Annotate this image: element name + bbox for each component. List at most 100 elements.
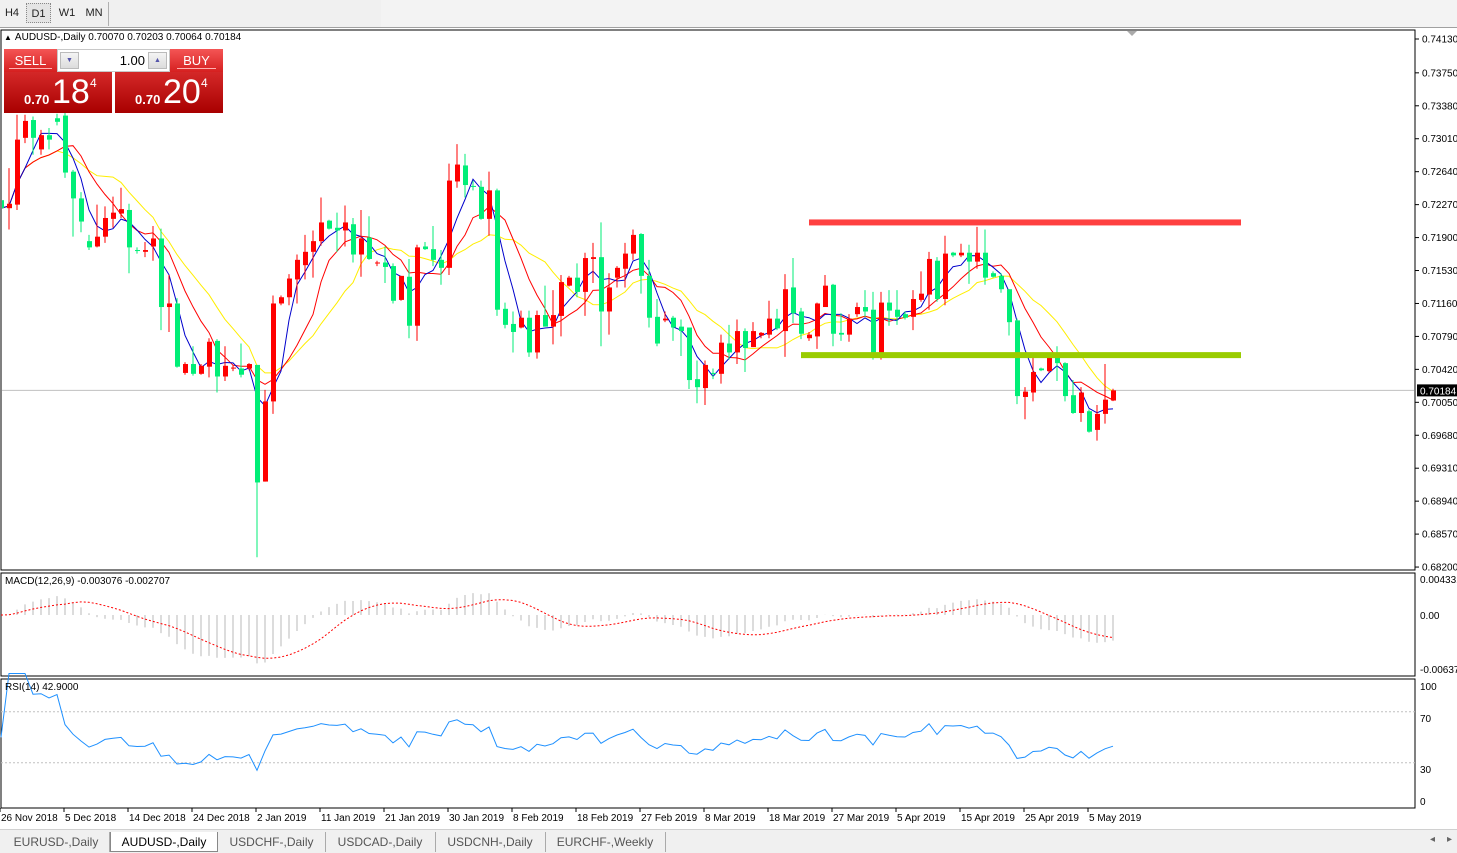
candle-body bbox=[607, 287, 612, 312]
candle-body bbox=[543, 315, 548, 327]
rsi-axis-label: 30 bbox=[1420, 765, 1432, 776]
candle-body bbox=[199, 365, 204, 374]
candle bbox=[719, 334, 724, 384]
lot-decrease-arrow-icon[interactable]: ▼ bbox=[60, 52, 79, 69]
scroll-left-arrow-icon[interactable]: ◂ bbox=[1430, 834, 1436, 845]
candle bbox=[839, 313, 844, 341]
timeframe-h4-button[interactable]: H4 bbox=[4, 7, 20, 19]
candle bbox=[279, 295, 284, 306]
candle bbox=[159, 228, 164, 331]
candle bbox=[7, 168, 12, 230]
candle-body bbox=[383, 262, 388, 267]
candle-body bbox=[207, 341, 212, 367]
candle-body bbox=[983, 252, 988, 278]
candle-body bbox=[879, 302, 884, 353]
timeframe-mn-button[interactable]: MN bbox=[85, 7, 103, 19]
candle-body bbox=[375, 262, 380, 264]
price-axis-label: 0.68940 bbox=[1422, 497, 1457, 508]
candle bbox=[599, 222, 604, 347]
candle-body bbox=[415, 247, 420, 326]
candle bbox=[1015, 318, 1020, 405]
candle bbox=[207, 338, 212, 378]
rsi-axis-label: 70 bbox=[1420, 714, 1432, 725]
candle bbox=[631, 229, 636, 260]
candle bbox=[687, 327, 692, 389]
lot-size-input[interactable]: ▼ 1.00 ▲ bbox=[57, 49, 170, 72]
price-panel bbox=[2, 112, 1414, 558]
candle-body bbox=[695, 379, 700, 388]
candle-body bbox=[2, 200, 4, 209]
candle bbox=[63, 112, 68, 178]
candle bbox=[391, 263, 396, 304]
candle-body bbox=[1095, 413, 1100, 430]
candle bbox=[639, 233, 644, 294]
tab-usdcad-daily[interactable]: USDCAD-,Daily bbox=[325, 832, 436, 852]
candle-body bbox=[679, 326, 684, 332]
current-price-label: 0.70184 bbox=[1420, 386, 1457, 397]
date-axis-label: 18 Feb 2019 bbox=[577, 813, 634, 824]
candle bbox=[335, 212, 340, 252]
candle-body bbox=[767, 318, 772, 335]
horizontal-level-line[interactable] bbox=[801, 352, 1241, 359]
macd-axis-label: 0.004331 bbox=[1420, 575, 1457, 586]
candle-body bbox=[39, 135, 44, 150]
candle-body bbox=[959, 252, 964, 256]
chart-shift-marker-icon[interactable] bbox=[1127, 31, 1137, 36]
candle bbox=[287, 274, 292, 306]
candle bbox=[751, 322, 756, 348]
tab-usdcnh-daily[interactable]: USDCNH-,Daily bbox=[435, 832, 546, 852]
timeframe-d1-button[interactable]: D1 bbox=[26, 3, 51, 23]
candle bbox=[551, 290, 556, 345]
tab-eurusd-daily[interactable]: EURUSD-,Daily bbox=[3, 832, 110, 852]
tab-usdchf-daily[interactable]: USDCHF-,Daily bbox=[218, 832, 326, 852]
timeframe-w1-button[interactable]: W1 bbox=[58, 7, 76, 19]
sell-button[interactable]: SELL bbox=[4, 49, 57, 72]
date-axis-label: 27 Mar 2019 bbox=[833, 813, 890, 824]
candle-body bbox=[127, 209, 132, 248]
candle-body bbox=[263, 401, 268, 482]
date-axis-label: 27 Feb 2019 bbox=[641, 813, 698, 824]
candle-body bbox=[823, 285, 828, 308]
rsi-axis-label: 100 bbox=[1420, 682, 1437, 693]
candle-body bbox=[559, 282, 564, 316]
candle bbox=[479, 180, 484, 220]
tab-audusd-daily[interactable]: AUDUSD-,Daily bbox=[110, 832, 218, 852]
candle-body bbox=[303, 251, 308, 266]
candle-body bbox=[871, 309, 876, 353]
candle-body bbox=[399, 275, 404, 300]
candle bbox=[511, 311, 516, 353]
lot-increase-arrow-icon[interactable]: ▲ bbox=[148, 52, 167, 69]
candle bbox=[495, 188, 500, 316]
buy-button[interactable]: BUY bbox=[170, 49, 223, 72]
candle-body bbox=[143, 250, 148, 252]
macd-label: MACD(12,26,9) -0.003076 -0.002707 bbox=[5, 576, 171, 587]
candle bbox=[199, 364, 204, 375]
candle bbox=[879, 291, 884, 360]
ohlc-high: 0.70203 bbox=[127, 32, 164, 43]
candle bbox=[23, 114, 28, 144]
tab-eurchf-weekly[interactable]: EURCHF-,Weekly bbox=[545, 832, 666, 852]
candle bbox=[143, 242, 148, 258]
candle bbox=[1063, 362, 1068, 402]
candle bbox=[447, 163, 452, 275]
candle bbox=[487, 171, 492, 236]
collapse-triangle-icon[interactable]: ▲ bbox=[4, 33, 12, 42]
timeframe-toolbar: H4 D1 W1 MN bbox=[0, 0, 1457, 28]
candle bbox=[463, 153, 468, 198]
buy-price-box[interactable]: 0.70 20 4 bbox=[115, 72, 223, 113]
scroll-right-arrow-icon[interactable]: ▸ bbox=[1447, 834, 1453, 845]
date-axis-label: 5 Apr 2019 bbox=[897, 813, 946, 824]
candle-body bbox=[7, 203, 12, 209]
horizontal-level-line[interactable] bbox=[809, 219, 1241, 226]
candle-body bbox=[591, 257, 596, 259]
date-axis-label: 18 Mar 2019 bbox=[769, 813, 826, 824]
lot-size-value[interactable]: 1.00 bbox=[119, 53, 145, 68]
sell-price-box[interactable]: 0.70 18 4 bbox=[4, 72, 112, 113]
candle-body bbox=[1023, 391, 1028, 397]
ohlc-close: 0.70184 bbox=[205, 32, 242, 43]
candle-body bbox=[847, 318, 852, 335]
candle-body bbox=[447, 180, 452, 268]
candle-body bbox=[135, 250, 140, 252]
candle bbox=[615, 266, 620, 288]
